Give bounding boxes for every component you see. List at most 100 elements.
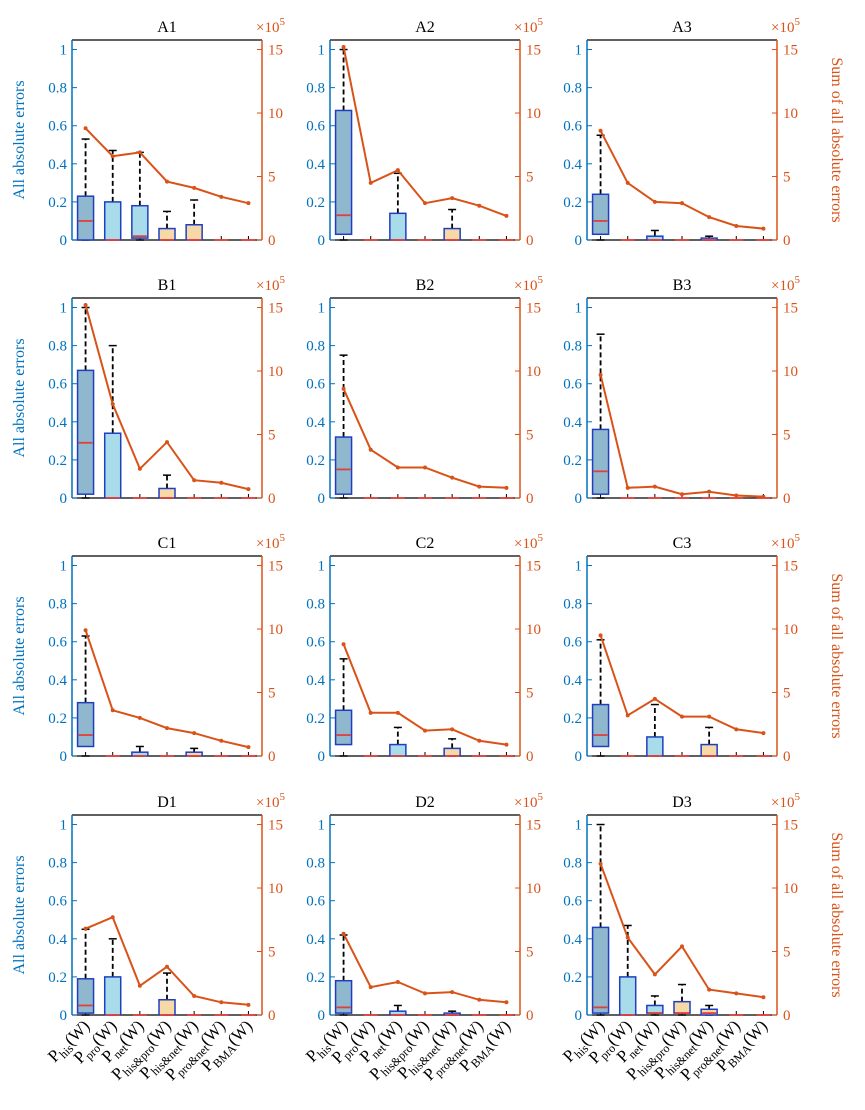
sum-errors-point [110, 915, 115, 920]
left-tick-label: 0.6 [306, 119, 325, 135]
right-tick-label: 10 [526, 364, 541, 380]
panel-title: B2 [416, 277, 435, 294]
sum-errors-point [707, 215, 712, 220]
right-tick-label: 0 [268, 233, 276, 249]
sum-errors-point [192, 993, 197, 998]
sum-errors-point [707, 489, 712, 494]
sum-errors-point [395, 465, 400, 470]
right-tick-label: 0 [783, 491, 791, 507]
left-tick-label: 1 [60, 818, 68, 834]
left-y-label: All absolute errors [11, 596, 28, 715]
right-tick-label: 15 [268, 559, 283, 575]
sum-errors-point [761, 731, 766, 736]
box [646, 1004, 664, 1014]
sum-errors-point [680, 201, 684, 206]
sum-errors-point [423, 991, 427, 996]
left-tick-label: 0 [318, 749, 326, 765]
panel-title: C2 [416, 535, 435, 552]
right-tick-label: 15 [526, 43, 541, 59]
right-tick-label: 10 [268, 364, 283, 380]
box [443, 747, 461, 757]
sum-errors-point [423, 201, 427, 206]
sum-errors-point [395, 710, 400, 715]
sum-errors-point [423, 728, 427, 733]
left-tick-label: 0.8 [563, 856, 582, 872]
box [76, 195, 95, 241]
sum-errors-point [477, 738, 482, 743]
left-y-label: All absolute errors [11, 80, 28, 199]
right-exponent: ×105 [771, 274, 800, 294]
left-y-label: All absolute errors [11, 338, 28, 457]
panel-title: B1 [158, 277, 177, 294]
sum-errors-point [341, 44, 346, 49]
right-tick-label: 10 [526, 106, 541, 122]
panel-title: C3 [673, 535, 692, 552]
right-tick-label: 0 [526, 749, 534, 765]
sum-errors-point [165, 726, 169, 731]
right-tick-label: 0 [783, 749, 791, 765]
sum-errors-point [246, 487, 251, 492]
left-tick-label: 0.2 [306, 195, 325, 211]
sum-errors-point [246, 1002, 251, 1007]
box [334, 109, 353, 236]
right-exponent: ×105 [514, 532, 543, 552]
sum-errors-point [598, 128, 603, 133]
right-tick-label: 0 [268, 749, 276, 765]
left-tick-label: 0.2 [563, 453, 582, 469]
sum-errors-line [599, 130, 764, 230]
left-tick-label: 0.2 [48, 195, 67, 211]
left-tick-label: 0.8 [48, 856, 67, 872]
sum-errors-line [342, 388, 507, 489]
left-tick-label: 0.8 [306, 597, 325, 613]
box [591, 703, 610, 748]
right-exponent: ×105 [771, 532, 800, 552]
panel-title: B3 [673, 277, 692, 294]
box [334, 979, 353, 1014]
right-tick-label: 0 [526, 1008, 534, 1024]
box [103, 201, 122, 241]
sum-errors-point [504, 213, 509, 218]
right-exponent: ×105 [771, 791, 800, 811]
sum-errors-point [450, 990, 455, 995]
sum-errors-point [707, 987, 712, 992]
right-tick-label: 15 [783, 43, 798, 59]
left-tick-label: 0.6 [306, 377, 325, 393]
left-tick-label: 0 [60, 1008, 68, 1024]
right-tick-label: 5 [526, 945, 534, 961]
box [700, 1008, 718, 1016]
sum-errors-point [477, 484, 482, 489]
sum-errors-point [504, 742, 509, 747]
right-exponent: ×105 [256, 532, 285, 552]
right-exponent: ×105 [256, 791, 285, 811]
sum-errors-point [450, 196, 455, 201]
sum-errors-point [761, 226, 766, 231]
left-tick-label: 1 [318, 559, 326, 575]
left-tick-label: 1 [60, 43, 68, 59]
sum-errors-point [652, 484, 657, 489]
left-y-label: All absolute errors [11, 855, 28, 974]
left-tick-label: 1 [318, 818, 326, 834]
sum-errors-point [219, 1000, 224, 1005]
right-tick-label: 5 [783, 428, 791, 444]
left-tick-label: 0.2 [48, 970, 67, 986]
box [591, 428, 610, 495]
right-tick-label: 0 [783, 233, 791, 249]
sum-errors-point [83, 126, 88, 131]
sum-errors-point [450, 475, 455, 480]
sum-errors-point [219, 194, 224, 199]
left-tick-label: 0 [60, 749, 68, 765]
left-tick-label: 0.4 [563, 157, 582, 173]
box [618, 976, 637, 1016]
sum-errors-point [341, 386, 346, 391]
right-tick-label: 10 [268, 106, 283, 122]
sum-errors-point [652, 696, 657, 701]
sum-errors-point [192, 185, 197, 190]
left-tick-label: 0.4 [306, 673, 325, 689]
sum-errors-point [192, 731, 197, 736]
left-tick-label: 0.8 [48, 339, 67, 355]
right-tick-label: 5 [783, 170, 791, 186]
